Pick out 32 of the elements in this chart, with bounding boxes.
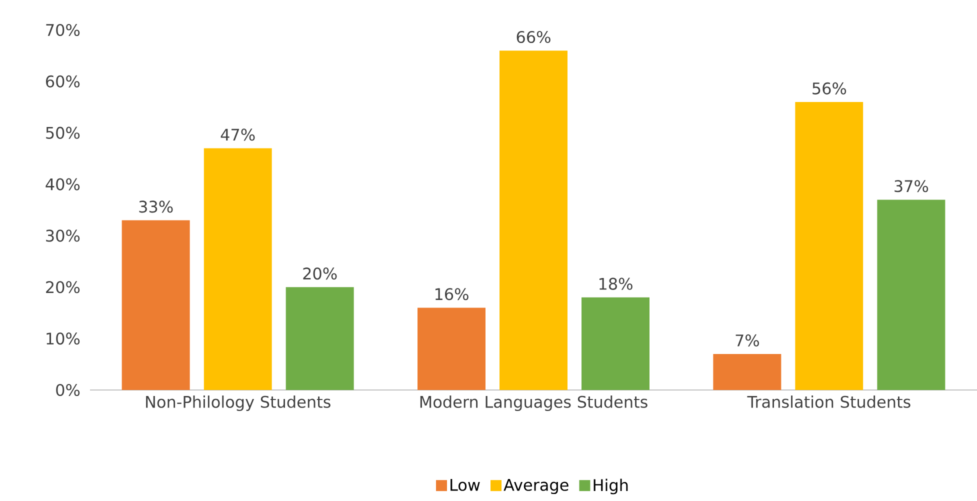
x-tick-label: Translation Students	[747, 396, 910, 408]
data-label: 18%	[599, 278, 632, 290]
bar	[418, 308, 486, 390]
bar	[122, 220, 190, 390]
data-label: 37%	[894, 180, 928, 192]
y-tick-label: 50%	[46, 126, 80, 139]
x-tick-label: Modern Languages Students	[420, 396, 648, 412]
y-tick-label: 60%	[46, 75, 80, 88]
legend-label: High	[594, 478, 628, 494]
legend-label: Low	[450, 479, 480, 491]
bar	[877, 200, 946, 390]
x-tick-label: Non-Philology Students	[146, 396, 330, 412]
y-tick-label: 40%	[46, 178, 80, 190]
bar	[286, 287, 354, 390]
bar	[713, 354, 782, 390]
y-tick-label: 10%	[46, 332, 80, 345]
bar	[795, 102, 864, 390]
bar	[500, 50, 568, 390]
data-label: 66%	[516, 30, 550, 44]
y-tick-label: 20%	[46, 281, 80, 294]
data-label: 16%	[435, 288, 468, 300]
y-tick-label: 0%	[56, 384, 80, 396]
data-label: 20%	[303, 268, 337, 280]
legend-label: Average	[504, 479, 568, 494]
data-label: 33%	[139, 200, 173, 213]
y-tick-label: 30%	[46, 230, 80, 242]
data-label: 47%	[220, 128, 255, 141]
data-label: 56%	[812, 82, 846, 94]
bar	[582, 297, 650, 390]
y-tick-label: 70%	[46, 24, 80, 36]
bar	[204, 148, 272, 390]
data-label: 7%	[736, 334, 759, 346]
